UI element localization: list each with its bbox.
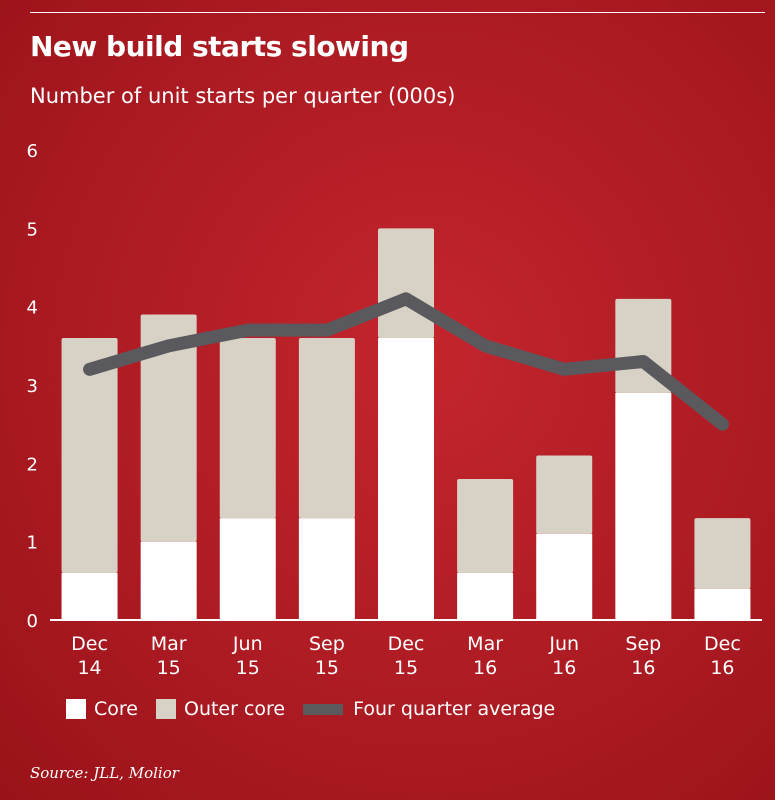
bar-outer-core [219,338,276,519]
legend-label-outer-core: Outer core [183,698,286,720]
x-tick-label: 16 [552,657,576,679]
bar-core [615,392,672,620]
chart-title: New build starts slowing [30,30,409,63]
top-rule [30,12,765,13]
y-tick-label: 3 [27,376,38,397]
x-tick-label: 16 [473,657,497,679]
bar-core [140,541,197,620]
x-tick-label: 15 [394,657,418,679]
legend-swatch-core [66,699,86,719]
x-tick-label: 16 [710,657,734,679]
legend-item-core: Core [66,698,138,720]
x-tick-label: Sep [309,633,345,655]
legend-label-core: Core [94,698,138,720]
legend-swatch-outer-core [155,699,176,719]
bar-outer-core [378,228,434,338]
y-tick-label: 0 [27,611,38,632]
x-tick-label: Jun [548,633,579,655]
x-tick-label: Sep [625,633,661,655]
x-tick-label: Dec [388,633,425,655]
bar-core [694,588,751,620]
x-tick-label: 15 [236,657,260,679]
bar-core [457,573,514,620]
bar-core [219,518,276,620]
legend: Core Outer core Four quarter average [66,698,573,720]
x-tick-label: 14 [77,657,101,679]
y-tick-label: 6 [27,141,38,162]
bar-core [61,573,118,620]
bar-core [378,338,434,620]
legend-label-four-quarter-average: Four quarter average [353,698,556,720]
legend-item-outer-core: Outer core [155,698,286,720]
x-tick-label: Dec [71,633,108,655]
source-note: Source: JLL, Molior [30,764,179,782]
bar-outer-core [140,314,197,542]
bar-outer-core [536,455,593,534]
x-tick-label: 16 [631,657,655,679]
four-quarter-average-line [83,292,729,431]
bar-outer-core [457,479,514,573]
chart-subtitle: Number of unit starts per quarter (000s) [30,84,456,108]
y-tick-label: 4 [27,298,38,319]
bar-outer-core [694,518,751,589]
y-tick-label: 2 [27,454,38,475]
x-tick-label: Mar [467,633,503,655]
bar-core [536,533,593,620]
bar-outer-core [298,338,355,519]
y-tick-label: 1 [27,533,38,554]
x-tick-label: Dec [704,633,741,655]
legend-item-four-quarter-average: Four quarter average [303,698,555,720]
bar-core [298,518,355,620]
x-tick-label: 15 [157,657,181,679]
x-tick-label: Mar [151,633,187,655]
bar-outer-core [61,338,118,573]
y-tick-label: 5 [27,219,38,240]
x-tick-label: 15 [315,657,339,679]
legend-swatch-four-quarter-average [303,703,344,715]
x-tick-label: Jun [232,633,263,655]
